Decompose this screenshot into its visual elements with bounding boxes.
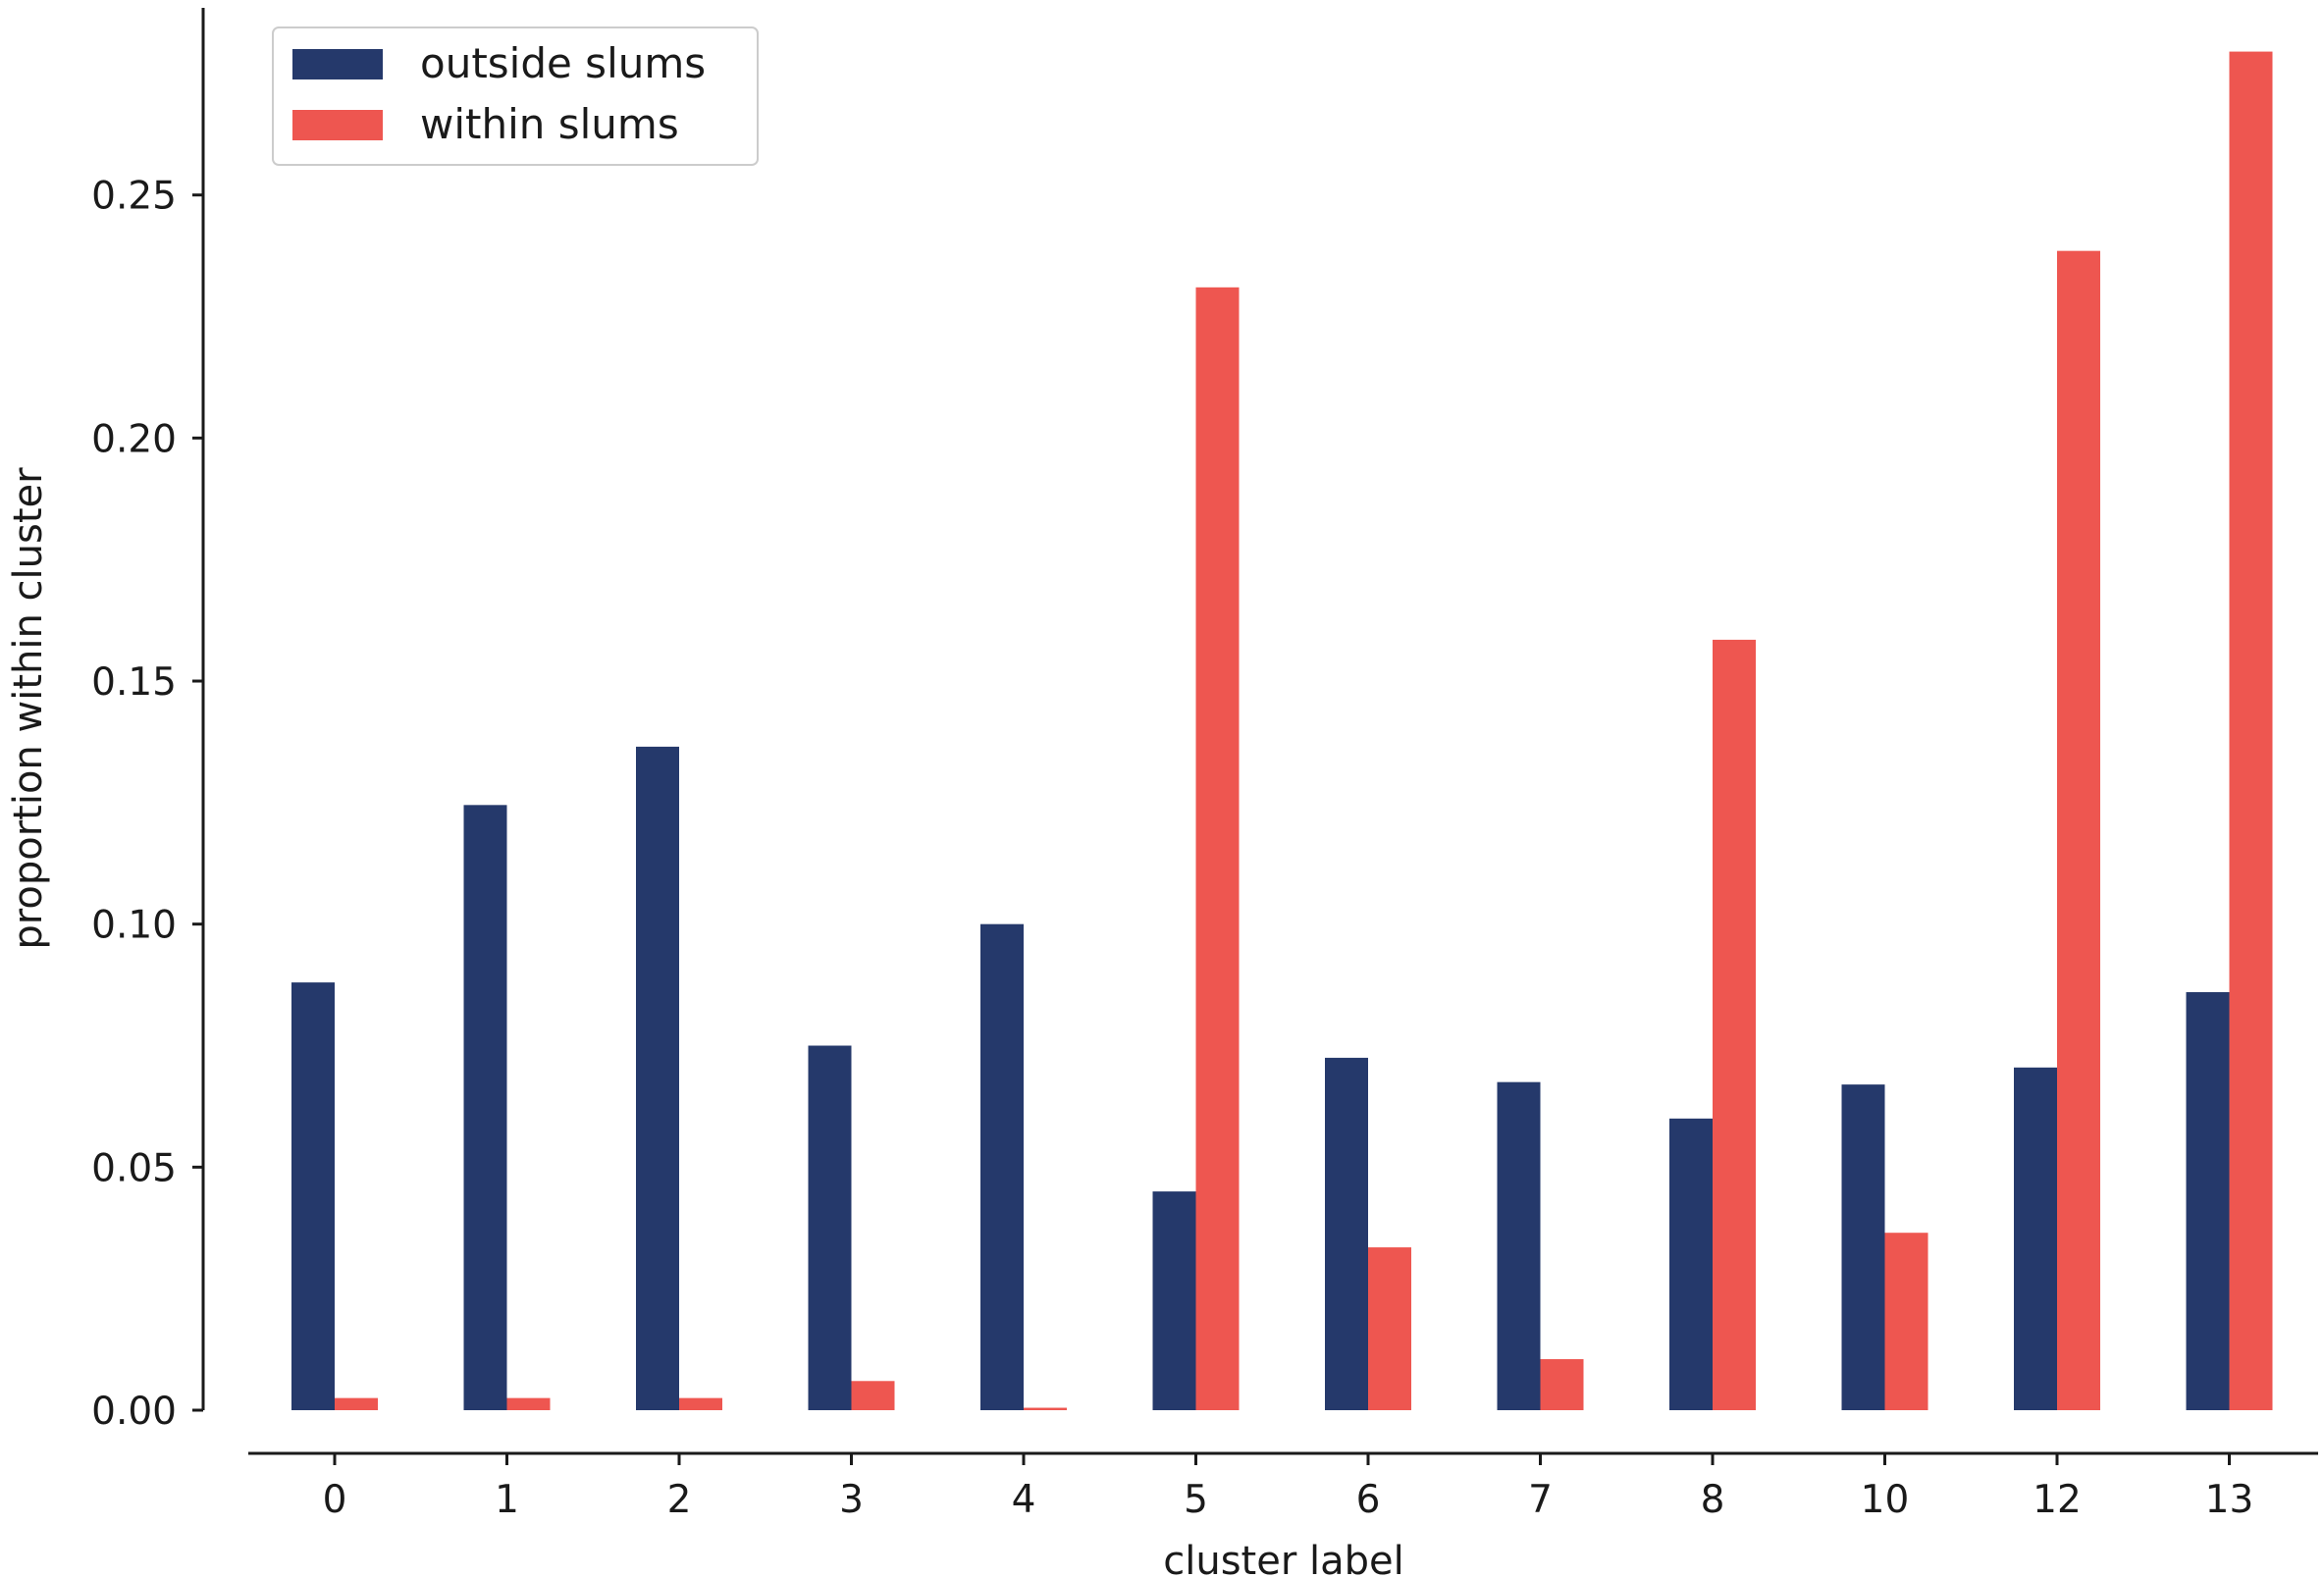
- x-tick-label: 1: [495, 1478, 519, 1522]
- y-tick-label: 0.05: [91, 1146, 177, 1190]
- y-tick-label: 0.25: [91, 175, 177, 219]
- bar-within-cluster-2: [679, 1397, 722, 1410]
- bar-outside-cluster-6: [1325, 1057, 1368, 1410]
- x-tick-label: 8: [1701, 1478, 1725, 1522]
- bar-within-cluster-0: [335, 1397, 378, 1410]
- x-tick-label: 2: [667, 1478, 692, 1522]
- bar-outside-cluster-3: [808, 1045, 852, 1410]
- bar-outside-cluster-7: [1497, 1081, 1541, 1410]
- x-tick-label: 0: [323, 1478, 347, 1522]
- y-tick-label: 0.10: [91, 904, 177, 948]
- y-ticks-group: 0.00 0.05 0.10 0.15 0.20 0.25: [91, 175, 203, 1434]
- x-tick-label: 4: [1012, 1478, 1036, 1522]
- bars-group: [291, 51, 2273, 1411]
- legend-label-within-slums: within slums: [420, 100, 679, 148]
- y-tick-label: 0.00: [91, 1390, 177, 1434]
- bar-outside-cluster-10: [1841, 1084, 1885, 1410]
- bar-within-cluster-1: [506, 1397, 551, 1410]
- bar-outside-cluster-2: [636, 746, 679, 1410]
- bar-within-cluster-7: [1540, 1358, 1584, 1410]
- x-tick-label: 3: [839, 1478, 864, 1522]
- legend-frame: [272, 26, 759, 166]
- bar-within-cluster-10: [1884, 1233, 1928, 1410]
- x-tick-label: 10: [1861, 1478, 1910, 1522]
- bar-outside-cluster-0: [291, 982, 335, 1410]
- bar-outside-cluster-8: [1669, 1118, 1713, 1410]
- legend-label-outside-slums: outside slums: [420, 39, 706, 87]
- bar-outside-cluster-5: [1152, 1191, 1196, 1410]
- y-tick-label: 0.20: [91, 417, 177, 461]
- x-tick-label: 13: [2205, 1478, 2254, 1522]
- x-tick-label: 7: [1528, 1478, 1553, 1522]
- x-tick-label: 5: [1184, 1478, 1208, 1522]
- bar-outside-cluster-1: [463, 805, 507, 1410]
- x-tick-label: 6: [1356, 1478, 1381, 1522]
- y-tick-label: 0.15: [91, 660, 177, 705]
- bar-outside-cluster-4: [980, 923, 1024, 1410]
- bar-within-cluster-12: [2057, 250, 2100, 1411]
- legend-swatch-within-slums: [292, 110, 383, 140]
- bar-within-cluster-3: [851, 1381, 895, 1410]
- bar-outside-cluster-12: [2014, 1067, 2057, 1410]
- bar-within-cluster-5: [1195, 287, 1240, 1411]
- legend: outside slums within slums: [272, 26, 759, 166]
- x-tick-label: 12: [2033, 1478, 2082, 1522]
- bar-outside-cluster-13: [2186, 992, 2230, 1410]
- x-axis-label: cluster label: [1163, 1539, 1404, 1578]
- y-axis-label: proportion within cluster: [6, 467, 51, 950]
- bar-within-cluster-8: [1713, 639, 1756, 1410]
- x-ticks-group: 0 1 2 3 4 5 6 7 8 10 12 13: [323, 1453, 2254, 1522]
- bar-within-cluster-6: [1368, 1247, 1411, 1410]
- bar-within-cluster-13: [2229, 51, 2273, 1410]
- legend-swatch-outside-slums: [292, 49, 383, 79]
- bar-within-cluster-4: [1024, 1407, 1067, 1410]
